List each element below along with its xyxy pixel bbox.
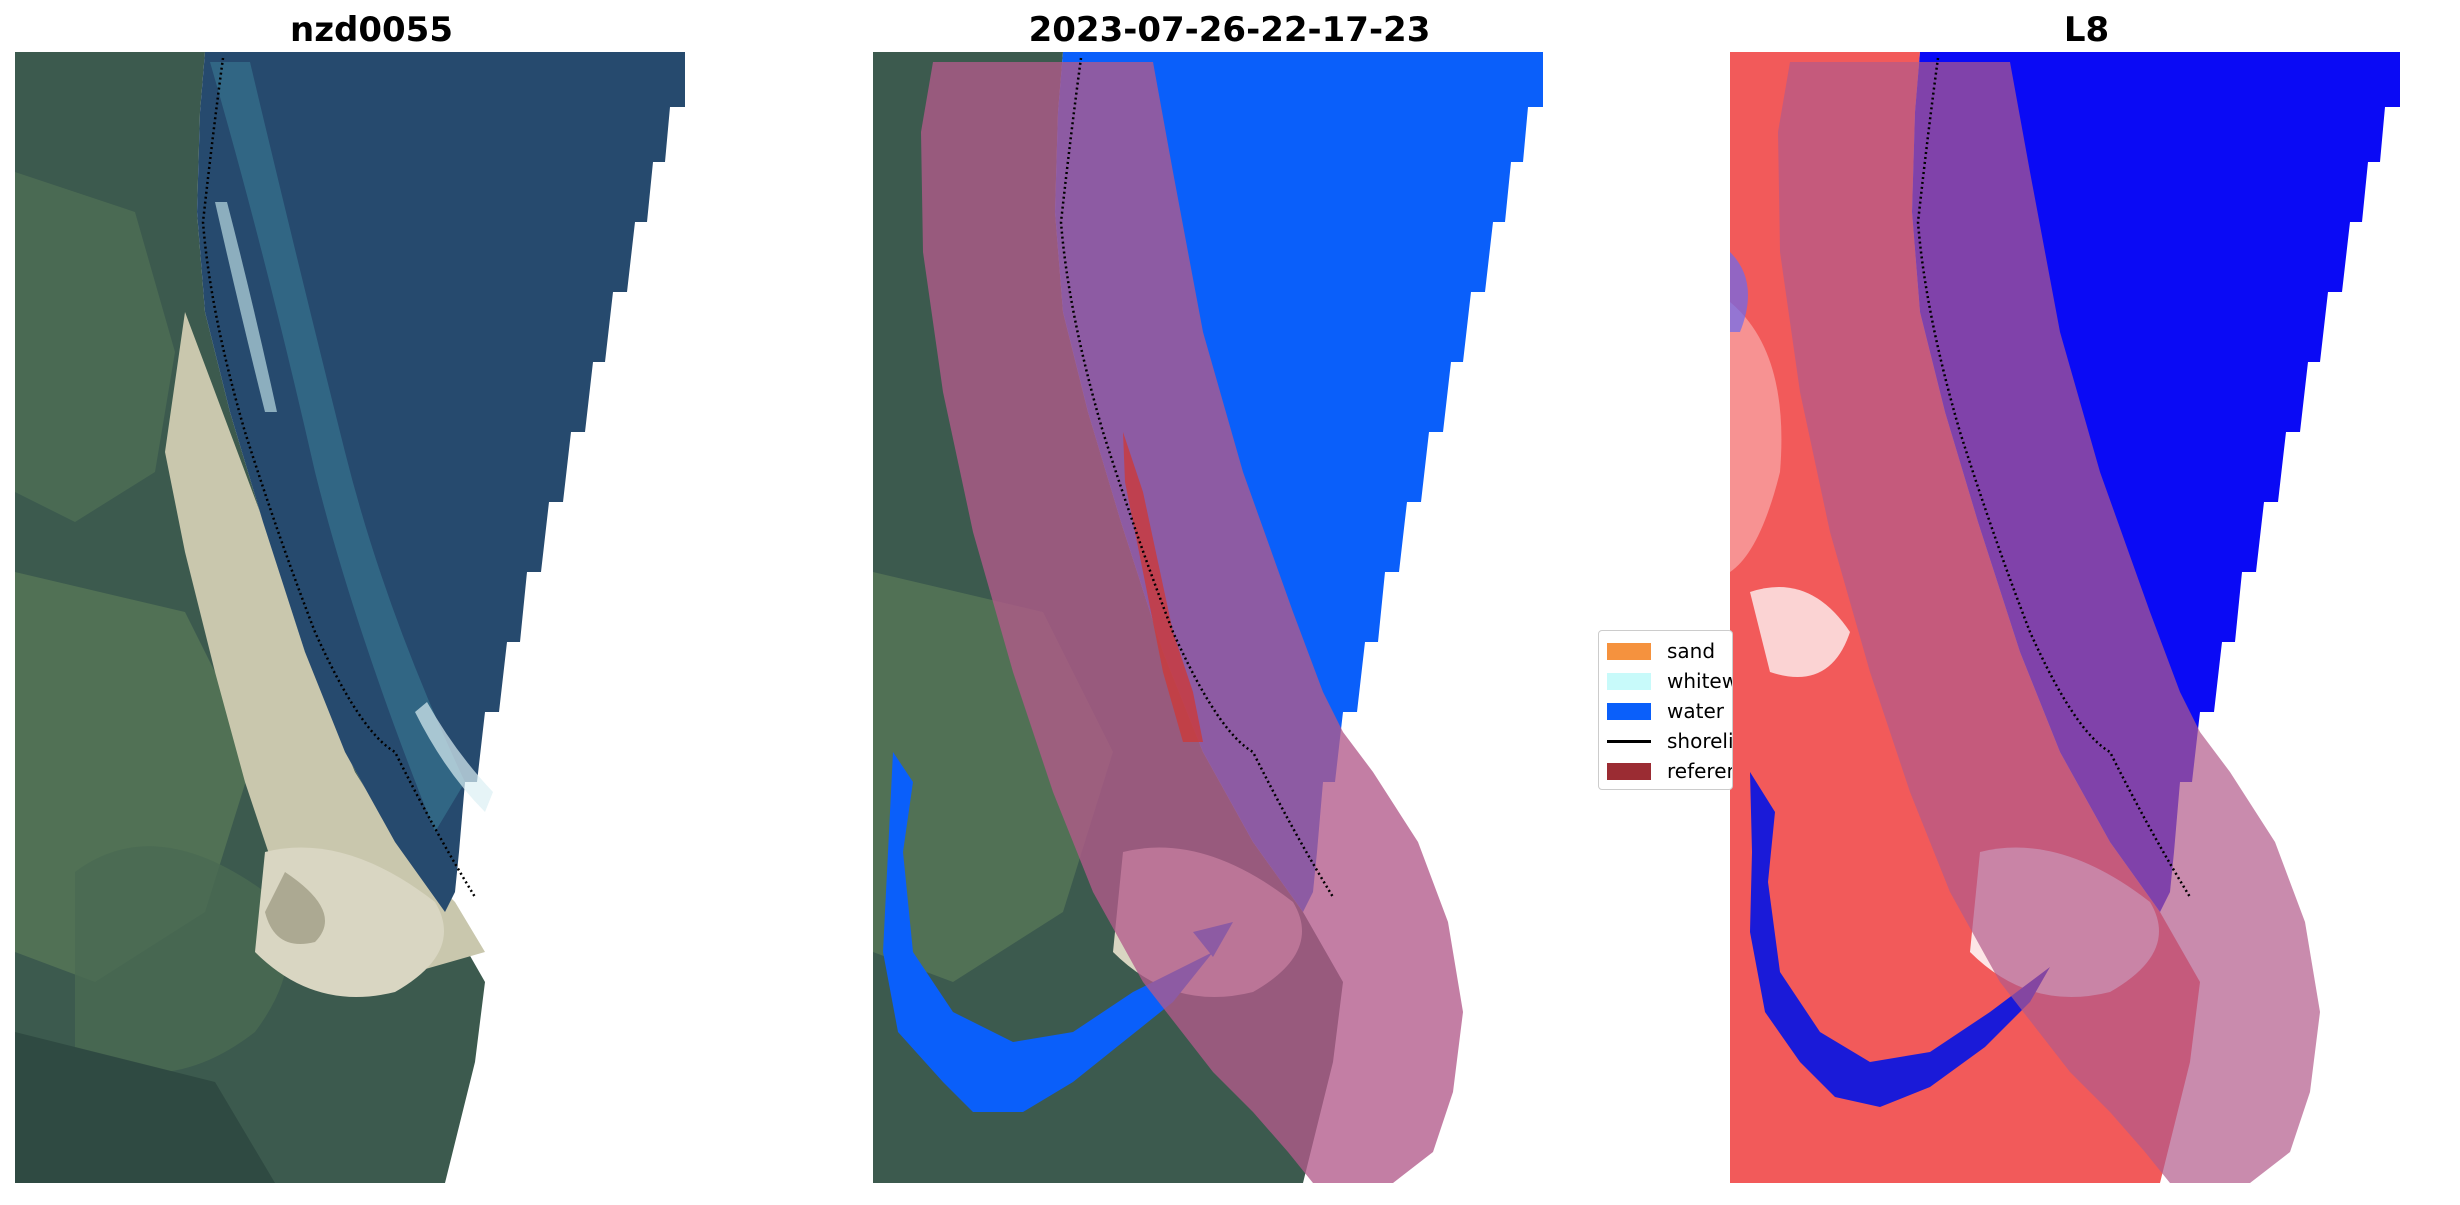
legend-swatch-sand [1607, 642, 1651, 660]
legend-label-sand: sand [1667, 639, 1716, 663]
legend-item-water: water [1607, 699, 1724, 723]
legend-swatch-reference [1607, 762, 1651, 780]
panel-title-satellite: L8 [2063, 10, 2110, 50]
classified-image [873, 52, 1543, 1183]
index-image [1730, 52, 2400, 1183]
legend-swatch-whitewater [1607, 672, 1651, 690]
panel-title-image-id: nzd0055 [290, 10, 453, 50]
legend-item-sand: sand [1607, 639, 1715, 663]
legend-swatch-water [1607, 702, 1651, 720]
legend-line-shoreline [1607, 739, 1651, 743]
classified-image-panel [873, 52, 1586, 1183]
satellite-image [15, 52, 685, 1183]
satellite-image-panel [15, 52, 728, 1183]
index-image-panel [1730, 52, 2443, 1183]
legend-item-reference-shoreline-buffer: reference shoreline buffer [1607, 759, 1732, 783]
legend-label-shoreline: shoreline [1667, 729, 1733, 753]
legend-item-shoreline: shoreline [1607, 729, 1733, 753]
legend-label-reference: reference shoreline buffer [1667, 759, 1732, 783]
panel-title-date: 2023-07-26-22-17-23 [1028, 10, 1431, 50]
legend-label-water: water [1667, 699, 1724, 723]
